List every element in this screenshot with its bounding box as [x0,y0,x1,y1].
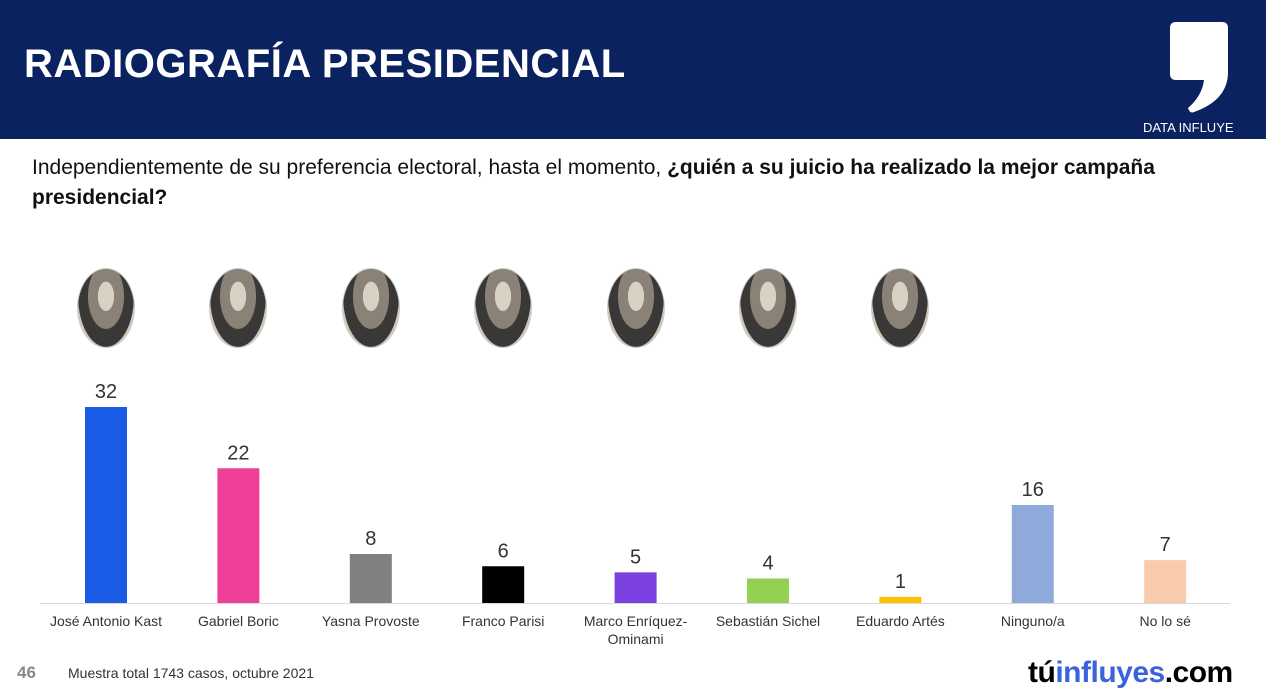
data-label: 6 [498,540,509,562]
tick-label: No lo sé [1140,613,1192,629]
candidate-photo [739,268,797,348]
header-banner: RADIOGRAFÍA PRESIDENCIAL DATA INFLUYE [0,0,1266,139]
tick-label: Ninguno/a [1001,613,1065,629]
page-number: 46 [17,663,36,682]
tick-label: José Antonio Kast [50,613,162,629]
sample-note: Muestra total 1743 casos, octubre 2021 [68,665,314,681]
bar [85,407,127,603]
bar [614,572,657,603]
data-label: 32 [95,381,117,403]
tick-label: Sebastián Sichel [716,613,820,629]
candidate-photo [606,268,665,348]
data-label: 16 [1022,479,1044,501]
bar [349,554,392,603]
candidate-photo [209,268,268,348]
data-label: 5 [630,546,641,568]
tick-label: Marco Enríquez-Ominami [584,613,688,647]
candidate-photo [474,268,533,348]
tick-label: Gabriel Boric [198,613,279,629]
tick-label: Eduardo Artés [856,613,945,629]
bar [879,596,922,603]
candidate-photo [341,268,400,348]
data-label: 22 [227,442,249,464]
bar [482,566,525,603]
candidate-photo [77,268,135,348]
survey-question: Independientemente de su preferencia ele… [32,153,1212,213]
question-highlight: ¿quién a su juicio ha realizado la mejor… [32,156,1155,209]
data-label: 8 [365,528,376,550]
data-label: 1 [895,571,906,593]
tick-label: Yasna Provoste [322,613,420,629]
question-text: Independientemente de su preferencia ele… [32,156,668,179]
brand-label: DATA INFLUYE [1143,120,1234,135]
bar [217,468,260,603]
data-label: 4 [762,553,773,575]
candidate-photo [871,268,930,348]
data-label: 7 [1160,534,1171,556]
bar [1011,505,1054,603]
comma-logo-icon [1170,22,1228,113]
page-title: RADIOGRAFÍA PRESIDENCIAL [24,42,626,86]
bar [1144,560,1187,603]
tick-label: Franco Parisi [462,613,544,629]
bar [747,578,789,603]
footer-logo: túinfluyes.com [1028,656,1233,689]
